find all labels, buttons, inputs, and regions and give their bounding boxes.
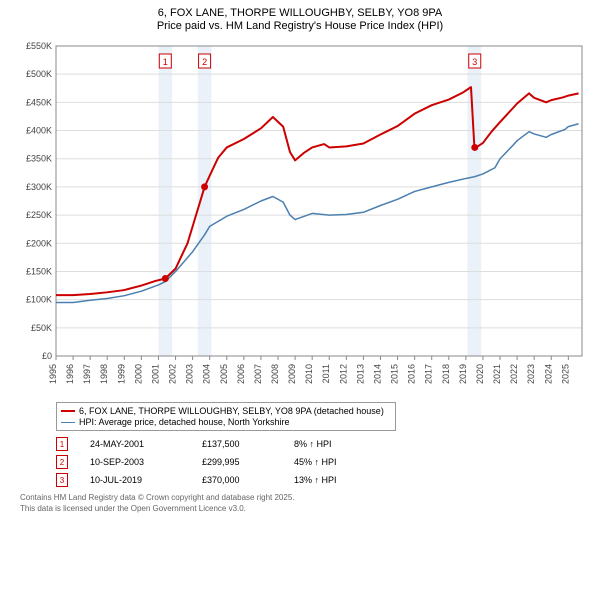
svg-text:2: 2 — [202, 57, 207, 67]
svg-text:2002: 2002 — [168, 364, 178, 384]
svg-text:2019: 2019 — [458, 364, 468, 384]
legend: 6, FOX LANE, THORPE WILLOUGHBY, SELBY, Y… — [56, 402, 396, 431]
event-date: 24-MAY-2001 — [90, 439, 180, 449]
svg-text:1: 1 — [163, 57, 168, 67]
svg-text:1999: 1999 — [116, 364, 126, 384]
svg-text:3: 3 — [472, 57, 477, 67]
chart-title-line2: Price paid vs. HM Land Registry's House … — [8, 20, 592, 32]
event-marker: 2 — [56, 455, 68, 469]
legend-item: 6, FOX LANE, THORPE WILLOUGHBY, SELBY, Y… — [61, 406, 391, 416]
event-price: £299,995 — [202, 457, 272, 467]
svg-text:2023: 2023 — [526, 364, 536, 384]
svg-text:2008: 2008 — [270, 364, 280, 384]
event-note: 45% ↑ HPI — [294, 457, 337, 467]
svg-text:2015: 2015 — [390, 364, 400, 384]
svg-text:2010: 2010 — [304, 364, 314, 384]
attribution: Contains HM Land Registry data © Crown c… — [20, 493, 592, 514]
svg-text:2001: 2001 — [150, 364, 160, 384]
svg-text:2024: 2024 — [543, 364, 553, 384]
chart-title-line1: 6, FOX LANE, THORPE WILLOUGHBY, SELBY, Y… — [8, 6, 592, 20]
svg-text:2009: 2009 — [287, 364, 297, 384]
svg-text:£150K: £150K — [26, 267, 52, 277]
price-chart: £0 £50K £100K £150K £200K £250K £300K £350K £400… — [8, 36, 592, 396]
svg-text:2022: 2022 — [509, 364, 519, 384]
svg-text:2020: 2020 — [475, 364, 485, 384]
svg-text:2017: 2017 — [424, 364, 434, 384]
legend-label: HPI: Average price, detached house, Nort… — [79, 417, 289, 427]
svg-text:£100K: £100K — [26, 295, 52, 305]
svg-text:1996: 1996 — [65, 364, 75, 384]
svg-text:1998: 1998 — [99, 364, 109, 384]
svg-text:£0: £0 — [42, 351, 52, 361]
event-marker: 1 — [56, 437, 68, 451]
svg-text:£200K: £200K — [26, 239, 52, 249]
event-marker: 3 — [56, 473, 68, 487]
event-row: 3 10-JUL-2019 £370,000 13% ↑ HPI — [56, 473, 592, 487]
event-note: 13% ↑ HPI — [294, 475, 337, 485]
svg-text:£450K: £450K — [26, 98, 52, 108]
svg-text:£400K: £400K — [26, 126, 52, 136]
svg-text:2016: 2016 — [407, 364, 417, 384]
svg-text:2005: 2005 — [219, 364, 229, 384]
event-row: 1 24-MAY-2001 £137,500 8% ↑ HPI — [56, 437, 592, 451]
svg-text:1997: 1997 — [82, 364, 92, 384]
svg-text:2025: 2025 — [560, 364, 570, 384]
event-date: 10-JUL-2019 — [90, 475, 180, 485]
svg-text:£350K: £350K — [26, 154, 52, 164]
svg-text:2011: 2011 — [321, 364, 331, 383]
event-table: 1 24-MAY-2001 £137,500 8% ↑ HPI 2 10-SEP-2003… — [56, 437, 592, 487]
svg-text:2004: 2004 — [202, 364, 212, 384]
svg-text:£300K: £300K — [26, 182, 52, 192]
event-date: 10-SEP-2003 — [90, 457, 180, 467]
svg-text:£250K: £250K — [26, 210, 52, 220]
svg-text:2013: 2013 — [355, 364, 365, 384]
svg-text:2014: 2014 — [372, 364, 382, 384]
event-note: 8% ↑ HPI — [294, 439, 332, 449]
legend-swatch — [61, 410, 75, 412]
svg-text:2000: 2000 — [133, 364, 143, 384]
svg-text:2007: 2007 — [253, 364, 263, 384]
event-price: £137,500 — [202, 439, 272, 449]
event-row: 2 10-SEP-2003 £299,995 45% ↑ HPI — [56, 455, 592, 469]
svg-text:1995: 1995 — [48, 364, 58, 384]
chart-container: 6, FOX LANE, THORPE WILLOUGHBY, SELBY, Y… — [0, 0, 600, 518]
attribution-line1: Contains HM Land Registry data © Crown c… — [20, 493, 592, 503]
svg-text:2012: 2012 — [338, 364, 348, 384]
svg-text:2021: 2021 — [492, 364, 502, 384]
attribution-line2: This data is licensed under the Open Gov… — [20, 504, 592, 514]
svg-text:£50K: £50K — [31, 323, 52, 333]
svg-text:£550K: £550K — [26, 41, 52, 51]
svg-text:2018: 2018 — [441, 364, 451, 384]
svg-text:2003: 2003 — [185, 364, 195, 384]
legend-item: HPI: Average price, detached house, Nort… — [61, 417, 391, 427]
svg-text:2006: 2006 — [236, 364, 246, 384]
legend-label: 6, FOX LANE, THORPE WILLOUGHBY, SELBY, Y… — [79, 406, 384, 416]
event-price: £370,000 — [202, 475, 272, 485]
legend-swatch — [61, 422, 75, 424]
svg-text:£500K: £500K — [26, 69, 52, 79]
